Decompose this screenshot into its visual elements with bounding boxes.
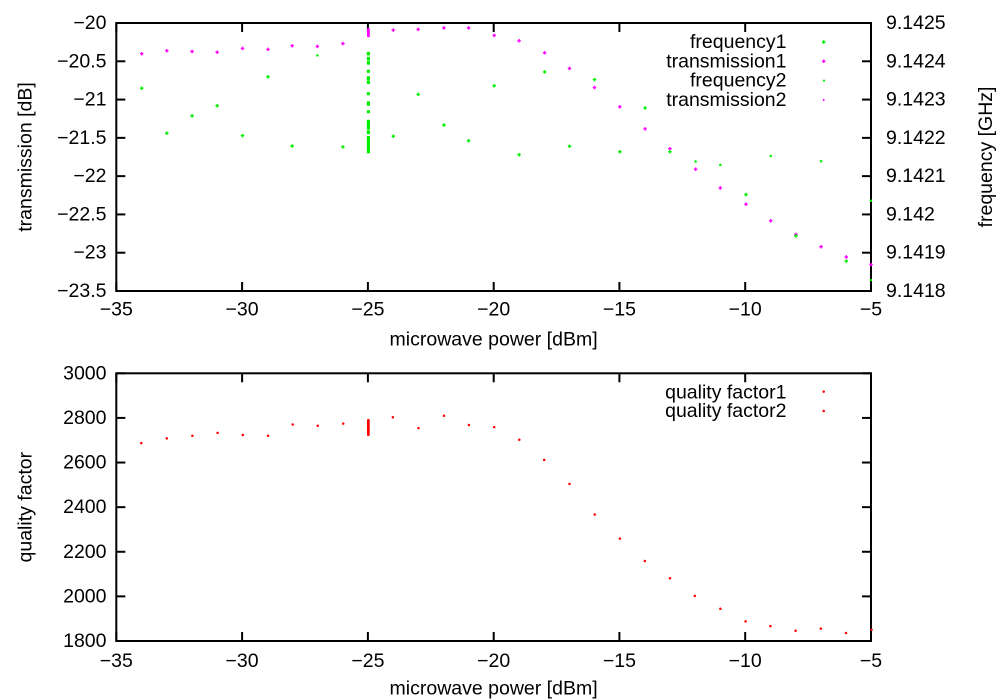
- svg-text:−23: −23: [73, 242, 106, 264]
- svg-text:transmission [dB]: transmission [dB]: [15, 82, 37, 232]
- svg-text:9.1425: 9.1425: [886, 12, 946, 34]
- svg-text:frequency [GHz]: frequency [GHz]: [975, 87, 997, 228]
- svg-text:−25: −25: [351, 650, 384, 672]
- svg-text:9.1421: 9.1421: [886, 165, 946, 187]
- svg-text:−35: −35: [100, 299, 133, 321]
- svg-text:9.1419: 9.1419: [886, 242, 946, 264]
- svg-text:−20: −20: [477, 299, 510, 321]
- svg-text:−30: −30: [226, 299, 259, 321]
- svg-text:3000: 3000: [63, 362, 107, 384]
- svg-text:9.142: 9.142: [886, 203, 935, 225]
- svg-text:frequency2: frequency2: [690, 70, 786, 92]
- svg-text:−5: −5: [860, 650, 882, 672]
- svg-text:2400: 2400: [63, 496, 107, 518]
- svg-text:−5: −5: [860, 299, 882, 321]
- svg-text:2200: 2200: [63, 541, 107, 563]
- svg-text:−21.5: −21.5: [57, 127, 106, 149]
- svg-text:−20: −20: [73, 12, 106, 34]
- svg-text:−23.5: −23.5: [57, 280, 106, 302]
- svg-text:−20.5: −20.5: [57, 50, 106, 72]
- svg-text:quality factor: quality factor: [15, 451, 37, 562]
- svg-text:9.1424: 9.1424: [886, 50, 946, 72]
- svg-text:−15: −15: [603, 299, 636, 321]
- svg-text:microwave power [dBm]: microwave power [dBm]: [390, 678, 598, 700]
- svg-text:−30: −30: [226, 650, 259, 672]
- svg-text:frequency1: frequency1: [690, 31, 786, 53]
- svg-text:−21: −21: [73, 89, 106, 111]
- svg-text:−25: −25: [351, 299, 384, 321]
- svg-text:−35: −35: [100, 650, 133, 672]
- svg-text:−22.5: −22.5: [57, 203, 106, 225]
- svg-text:9.1418: 9.1418: [886, 280, 946, 302]
- svg-text:1800: 1800: [63, 630, 107, 652]
- svg-text:−10: −10: [729, 299, 762, 321]
- svg-text:−20: −20: [477, 650, 510, 672]
- svg-text:−22: −22: [73, 165, 106, 187]
- svg-text:quality factor2: quality factor2: [665, 400, 786, 422]
- svg-text:microwave power [dBm]: microwave power [dBm]: [390, 329, 598, 351]
- svg-text:quality factor1: quality factor1: [665, 381, 786, 403]
- svg-text:2600: 2600: [63, 452, 107, 474]
- svg-text:−15: −15: [603, 650, 636, 672]
- svg-text:transmission1: transmission1: [666, 50, 786, 72]
- svg-text:9.1422: 9.1422: [886, 127, 946, 149]
- svg-text:−10: −10: [729, 650, 762, 672]
- svg-text:transmission2: transmission2: [666, 89, 786, 111]
- svg-text:2800: 2800: [63, 407, 107, 429]
- svg-text:2000: 2000: [63, 585, 107, 607]
- svg-text:9.1423: 9.1423: [886, 89, 946, 111]
